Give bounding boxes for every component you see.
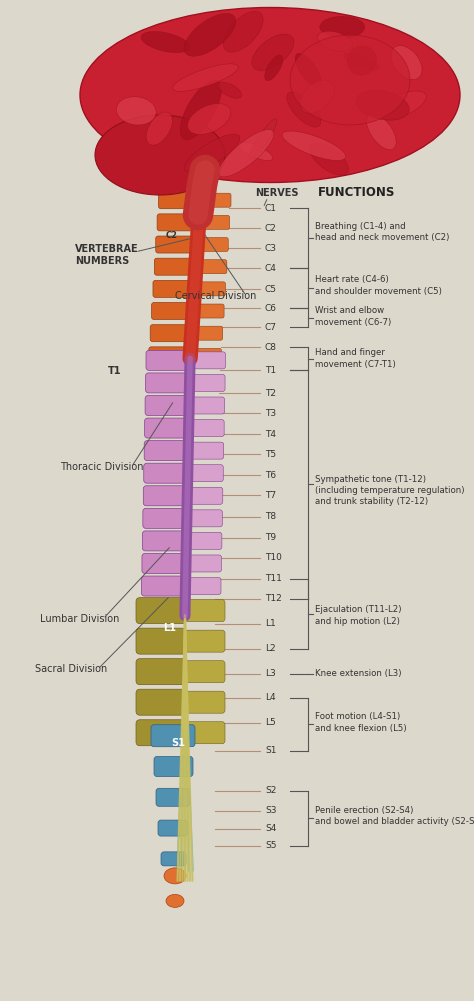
FancyBboxPatch shape xyxy=(189,442,224,459)
FancyBboxPatch shape xyxy=(144,463,188,483)
FancyBboxPatch shape xyxy=(157,214,198,231)
Text: T3: T3 xyxy=(265,409,276,417)
FancyBboxPatch shape xyxy=(155,258,195,275)
FancyBboxPatch shape xyxy=(154,757,193,777)
Ellipse shape xyxy=(252,34,294,70)
FancyBboxPatch shape xyxy=(187,533,222,550)
FancyBboxPatch shape xyxy=(194,304,224,318)
Ellipse shape xyxy=(164,868,186,884)
Ellipse shape xyxy=(219,129,274,177)
Ellipse shape xyxy=(180,80,221,140)
FancyBboxPatch shape xyxy=(158,820,188,836)
Text: C5: C5 xyxy=(265,285,277,293)
FancyBboxPatch shape xyxy=(153,280,194,297)
Text: Heart rate (C4-6)
and shoulder movement (C5): Heart rate (C4-6) and shoulder movement … xyxy=(315,275,442,295)
FancyBboxPatch shape xyxy=(189,419,224,436)
Text: FUNCTIONS: FUNCTIONS xyxy=(318,186,395,199)
Text: L2: L2 xyxy=(265,645,275,653)
Ellipse shape xyxy=(356,90,409,120)
FancyBboxPatch shape xyxy=(186,555,221,572)
FancyBboxPatch shape xyxy=(151,725,195,747)
FancyBboxPatch shape xyxy=(146,373,190,393)
FancyBboxPatch shape xyxy=(185,601,220,617)
Text: T10: T10 xyxy=(265,554,282,562)
FancyBboxPatch shape xyxy=(136,659,186,685)
Ellipse shape xyxy=(238,142,273,160)
FancyBboxPatch shape xyxy=(187,510,222,527)
FancyBboxPatch shape xyxy=(136,720,186,746)
FancyBboxPatch shape xyxy=(191,352,226,368)
FancyBboxPatch shape xyxy=(136,629,186,654)
Text: C2: C2 xyxy=(265,224,277,232)
Text: Ejaculation (T11-L2)
and hip motion (L2): Ejaculation (T11-L2) and hip motion (L2) xyxy=(315,606,401,626)
FancyBboxPatch shape xyxy=(152,302,192,319)
Text: Breathing (C1-4) and
head and neck movement (C2): Breathing (C1-4) and head and neck movem… xyxy=(315,222,449,242)
FancyBboxPatch shape xyxy=(146,350,190,370)
FancyBboxPatch shape xyxy=(186,578,221,595)
FancyBboxPatch shape xyxy=(201,193,231,207)
Ellipse shape xyxy=(173,64,238,91)
Ellipse shape xyxy=(318,31,353,51)
Text: Wrist and elbow
movement (C6-7): Wrist and elbow movement (C6-7) xyxy=(315,306,391,326)
FancyBboxPatch shape xyxy=(149,347,190,363)
Ellipse shape xyxy=(287,92,321,127)
Ellipse shape xyxy=(376,91,426,119)
FancyBboxPatch shape xyxy=(142,554,186,574)
FancyBboxPatch shape xyxy=(158,192,200,208)
FancyBboxPatch shape xyxy=(156,236,197,253)
Text: T7: T7 xyxy=(265,491,276,499)
Text: L4: L4 xyxy=(265,694,275,702)
Text: T8: T8 xyxy=(265,513,276,521)
Ellipse shape xyxy=(188,103,231,134)
Text: T1: T1 xyxy=(108,366,122,376)
FancyBboxPatch shape xyxy=(198,237,228,251)
Ellipse shape xyxy=(295,53,321,87)
Ellipse shape xyxy=(320,16,365,38)
Ellipse shape xyxy=(146,112,173,145)
Text: L3: L3 xyxy=(265,670,276,678)
FancyBboxPatch shape xyxy=(143,485,187,506)
Text: Hand and finger
movement (C7-T1): Hand and finger movement (C7-T1) xyxy=(315,348,396,368)
Ellipse shape xyxy=(184,134,240,172)
Text: T6: T6 xyxy=(265,471,276,479)
FancyBboxPatch shape xyxy=(185,661,225,683)
FancyBboxPatch shape xyxy=(185,600,225,622)
FancyBboxPatch shape xyxy=(156,789,190,806)
Ellipse shape xyxy=(347,46,376,75)
Text: T11: T11 xyxy=(265,575,282,583)
FancyBboxPatch shape xyxy=(188,487,223,505)
FancyBboxPatch shape xyxy=(136,690,186,715)
FancyBboxPatch shape xyxy=(190,374,225,391)
Ellipse shape xyxy=(223,11,263,52)
Ellipse shape xyxy=(141,31,190,53)
Ellipse shape xyxy=(80,7,460,182)
FancyBboxPatch shape xyxy=(190,397,225,414)
Text: Sacral Division: Sacral Division xyxy=(35,664,107,674)
Ellipse shape xyxy=(116,97,156,125)
Text: C3: C3 xyxy=(265,244,277,252)
Text: Foot motion (L4-S1)
and knee flexion (L5): Foot motion (L4-S1) and knee flexion (L5… xyxy=(315,713,407,733)
Ellipse shape xyxy=(290,35,410,125)
Text: S1: S1 xyxy=(265,747,276,755)
FancyBboxPatch shape xyxy=(136,598,186,624)
Text: C4: C4 xyxy=(265,264,277,272)
Text: S3: S3 xyxy=(265,807,276,815)
Text: C2: C2 xyxy=(166,231,178,240)
Ellipse shape xyxy=(301,80,334,113)
Text: S1: S1 xyxy=(171,738,185,748)
Text: L1: L1 xyxy=(164,623,176,633)
FancyBboxPatch shape xyxy=(142,531,186,551)
Text: Cervical Division: Cervical Division xyxy=(175,291,256,301)
Text: S4: S4 xyxy=(265,825,276,833)
FancyBboxPatch shape xyxy=(200,215,229,229)
Text: T12: T12 xyxy=(265,595,282,603)
FancyBboxPatch shape xyxy=(185,631,225,652)
Text: T5: T5 xyxy=(265,450,276,458)
Text: VERTEBRAE
NUMBERS: VERTEBRAE NUMBERS xyxy=(75,244,138,266)
FancyBboxPatch shape xyxy=(143,509,187,529)
Text: Sympathetic tone (T1-12)
(including temperature regulation)
and trunk stability : Sympathetic tone (T1-12) (including temp… xyxy=(315,474,465,507)
Ellipse shape xyxy=(184,13,236,56)
Text: T2: T2 xyxy=(265,389,276,397)
FancyBboxPatch shape xyxy=(150,324,191,341)
Text: Lumbar Division: Lumbar Division xyxy=(40,614,119,624)
